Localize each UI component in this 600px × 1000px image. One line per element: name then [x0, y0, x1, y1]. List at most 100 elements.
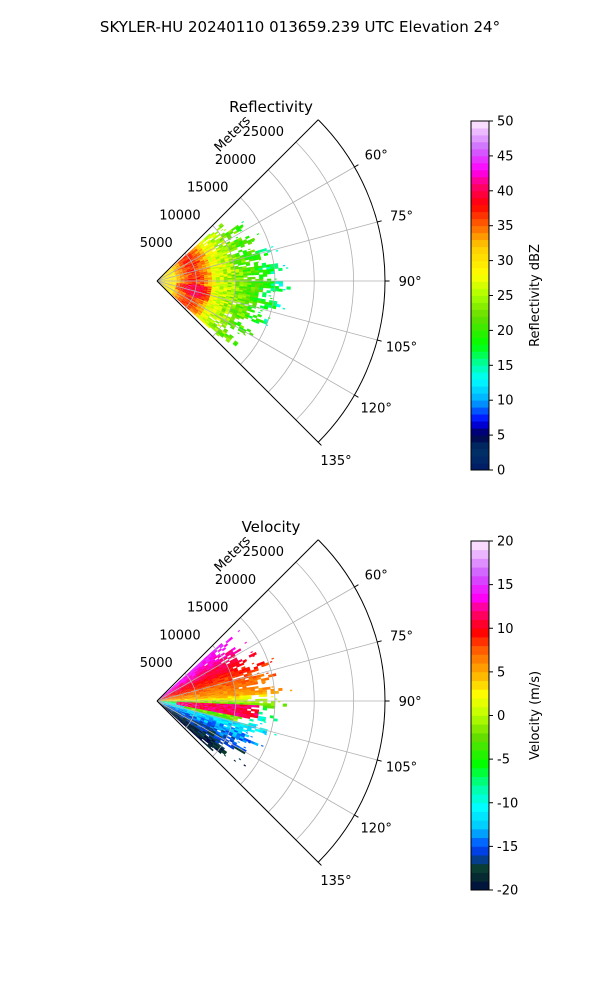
radar-gate	[229, 325, 235, 330]
radar-gate	[192, 262, 197, 266]
radar-gate	[233, 297, 238, 301]
radar-gate	[229, 650, 234, 655]
radar-gate	[211, 696, 217, 698]
radar-gate	[213, 735, 218, 740]
radar-gate	[168, 703, 173, 705]
radar-gate	[214, 304, 220, 308]
radar-gate	[174, 689, 179, 692]
radar-gate	[171, 286, 176, 288]
radar-gate	[207, 737, 212, 742]
radar-gate	[242, 728, 247, 733]
radar-gate	[248, 258, 254, 262]
radar-gate	[170, 691, 175, 694]
radar-gate	[218, 315, 223, 319]
radar-gate	[276, 303, 281, 308]
radar-gate	[181, 258, 186, 263]
radar-gate	[189, 302, 194, 306]
radar-gate	[196, 718, 201, 722]
radar-gate	[171, 685, 176, 689]
radar-gate	[204, 281, 209, 284]
radar-gate	[270, 266, 275, 270]
radar-gate	[258, 287, 264, 291]
radar-gate	[206, 666, 211, 670]
radar-gate	[180, 276, 185, 278]
colorbar-band	[471, 211, 489, 220]
radar-gate	[228, 636, 234, 642]
radar-gate	[198, 293, 203, 296]
radar-gate	[214, 244, 219, 248]
colorbar-band	[471, 442, 489, 450]
radar-gate	[193, 722, 199, 726]
radar-gate	[250, 729, 256, 733]
radar-gate	[258, 687, 263, 691]
radar-gate	[215, 283, 221, 286]
colorbar-band	[471, 141, 489, 150]
radar-gate	[201, 674, 207, 678]
radar-gate	[206, 255, 212, 259]
radar-gate	[231, 277, 236, 280]
radar-gate	[189, 669, 193, 673]
radar-gate	[247, 701, 252, 704]
radar-gate	[179, 262, 184, 266]
radar-gate	[220, 228, 224, 231]
radar-gate	[204, 701, 209, 704]
radar-gate	[184, 683, 189, 687]
radar-gate	[195, 692, 200, 695]
radar-gate	[247, 726, 252, 730]
radar-gate	[164, 701, 170, 703]
radar-gate	[223, 676, 229, 680]
radar-gate	[168, 276, 173, 278]
radar-gate	[176, 284, 181, 286]
radar-gate	[221, 716, 227, 719]
radar-gate	[197, 731, 202, 735]
radar-gate	[194, 249, 199, 254]
radar-gate	[201, 318, 206, 323]
radar-gate	[199, 272, 204, 274]
radar-gate	[225, 295, 231, 299]
radar-gate	[219, 722, 225, 726]
radar-gate	[180, 281, 185, 283]
radar-gate	[235, 702, 240, 705]
radar-gate	[176, 696, 181, 698]
radar-gate	[179, 682, 184, 686]
radar-gate	[185, 266, 190, 269]
radar-gate	[203, 736, 208, 741]
radar-gate	[198, 712, 203, 715]
radar-gate	[234, 660, 240, 665]
radar-gate	[168, 711, 173, 715]
radar-gate	[195, 307, 200, 311]
radar-gate	[208, 261, 214, 265]
radar-gate	[200, 281, 205, 284]
radar-gate	[179, 271, 184, 274]
radar-gate	[263, 703, 268, 706]
radar-gate	[186, 726, 191, 730]
radar-gate	[214, 724, 220, 728]
radar-gate	[197, 311, 202, 315]
radar-gate	[246, 689, 252, 692]
radar-gate	[193, 674, 198, 678]
radar-gate	[234, 343, 238, 346]
radar-gate	[243, 305, 249, 309]
radar-gate	[180, 284, 185, 286]
radar-gate	[197, 684, 202, 687]
radar-gate	[190, 250, 195, 255]
radar-gate	[184, 676, 189, 680]
radar-gate	[246, 710, 252, 714]
radar-gate	[246, 267, 251, 270]
radar-gate	[181, 300, 186, 304]
radar-gate	[258, 265, 263, 269]
radar-gate	[266, 285, 272, 289]
radar-gate	[204, 702, 209, 705]
radar-gate	[231, 284, 236, 287]
radar-gate	[270, 283, 276, 287]
radar-gate	[243, 695, 248, 698]
sector-edge-start	[156, 119, 319, 282]
radar-gate	[266, 271, 272, 275]
radar-gate	[176, 685, 181, 688]
radar-gate	[223, 275, 228, 277]
radial-tick-label: 15000	[187, 601, 228, 616]
radar-gate	[160, 697, 165, 700]
radar-gate	[203, 656, 208, 661]
radar-gate	[239, 229, 243, 232]
colorbar-band	[471, 148, 489, 157]
